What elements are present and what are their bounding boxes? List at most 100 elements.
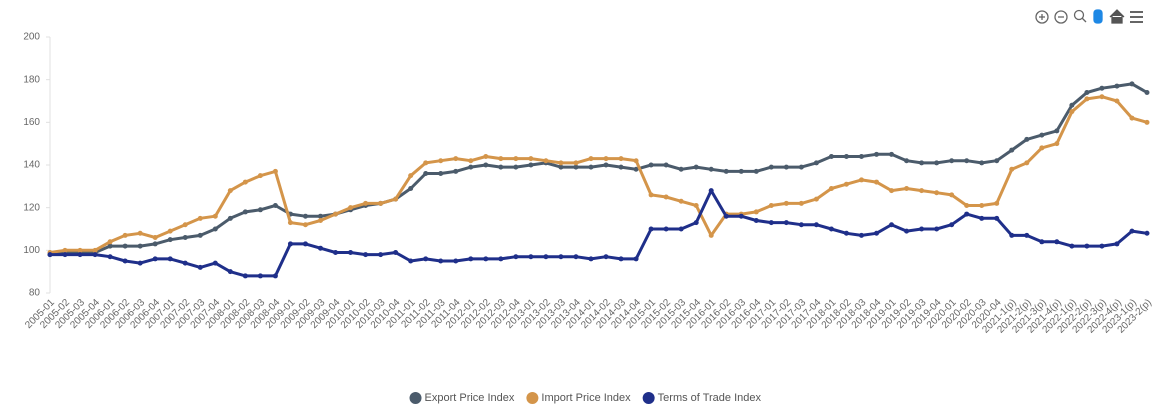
data-point (483, 162, 489, 168)
data-point (1084, 243, 1090, 249)
legend-label: Terms of Trade Index (658, 392, 762, 404)
reset[interactable] (1109, 9, 1125, 24)
data-point (738, 213, 744, 219)
data-point (813, 222, 819, 228)
y-tick-label: 120 (23, 202, 40, 213)
data-point (1009, 166, 1015, 172)
data-point (663, 194, 669, 200)
data-point (708, 188, 714, 194)
data-point (528, 156, 534, 162)
data-point (798, 200, 804, 206)
data-point (934, 190, 940, 196)
data-point (257, 173, 263, 179)
data-point (558, 254, 564, 260)
data-point (633, 158, 639, 164)
data-point (152, 241, 158, 247)
data-point (979, 203, 985, 209)
data-point (1024, 160, 1030, 166)
data-point (904, 228, 910, 234)
data-point (633, 166, 639, 172)
y-tick-label: 180 (23, 74, 40, 85)
data-point (768, 220, 774, 226)
data-point (964, 203, 970, 209)
data-point (1039, 145, 1045, 151)
data-point (798, 222, 804, 228)
pan[interactable] (1093, 9, 1103, 24)
y-tick-label: 160 (23, 117, 40, 128)
data-point (182, 235, 188, 241)
data-point (708, 232, 714, 238)
data-point (348, 205, 354, 211)
data-point (618, 156, 624, 162)
data-point (453, 168, 459, 174)
data-point (843, 230, 849, 236)
selection-zoom[interactable] (1073, 9, 1087, 23)
data-point (302, 222, 308, 228)
data-point (317, 245, 323, 251)
data-point (768, 164, 774, 170)
data-point (874, 230, 880, 236)
data-point (408, 185, 414, 191)
data-point (964, 158, 970, 164)
toolbar (1035, 9, 1143, 24)
zoom-out[interactable] (1054, 10, 1068, 24)
data-point (1084, 89, 1090, 95)
data-point (212, 213, 218, 219)
data-point (333, 249, 339, 255)
data-point (408, 258, 414, 264)
data-point (858, 177, 864, 183)
data-point (197, 232, 203, 238)
data-point (498, 156, 504, 162)
data-point (1054, 141, 1060, 147)
data-point (573, 254, 579, 260)
data-point (588, 164, 594, 170)
data-point (1144, 230, 1150, 236)
data-point (498, 256, 504, 262)
legend-marker (409, 392, 422, 404)
data-point (618, 164, 624, 170)
data-point (393, 249, 399, 255)
data-point (483, 153, 489, 159)
data-point (287, 220, 293, 226)
data-point (994, 215, 1000, 221)
data-point (333, 211, 339, 217)
data-point (633, 256, 639, 262)
data-point (874, 151, 880, 157)
data-point (62, 252, 68, 258)
data-point (1099, 94, 1105, 100)
data-point (904, 185, 910, 191)
data-point (287, 241, 293, 247)
data-point (62, 247, 68, 253)
data-point (513, 254, 519, 260)
data-point (934, 160, 940, 166)
data-point (107, 254, 113, 260)
data-point (212, 260, 218, 266)
data-point (738, 168, 744, 174)
data-point (1114, 98, 1120, 104)
data-point (393, 196, 399, 202)
data-point (889, 188, 895, 194)
zoom-in[interactable] (1035, 10, 1049, 24)
data-point (783, 220, 789, 226)
data-point (1069, 102, 1075, 108)
data-point (152, 235, 158, 241)
data-point (783, 200, 789, 206)
legend-label: Import Price Index (541, 392, 631, 404)
data-point (137, 260, 143, 266)
y-tick-label: 80 (29, 288, 41, 299)
data-point (603, 156, 609, 162)
data-point (317, 217, 323, 223)
data-point (468, 164, 474, 170)
data-point (363, 200, 369, 206)
data-point (528, 162, 534, 168)
data-point (979, 160, 985, 166)
series-line (49, 95, 1148, 254)
data-point (197, 215, 203, 221)
data-point (272, 168, 278, 174)
data-point (1009, 147, 1015, 153)
data-point (77, 247, 83, 253)
data-point (378, 252, 384, 258)
data-point (1039, 239, 1045, 245)
menu[interactable] (1130, 11, 1143, 23)
